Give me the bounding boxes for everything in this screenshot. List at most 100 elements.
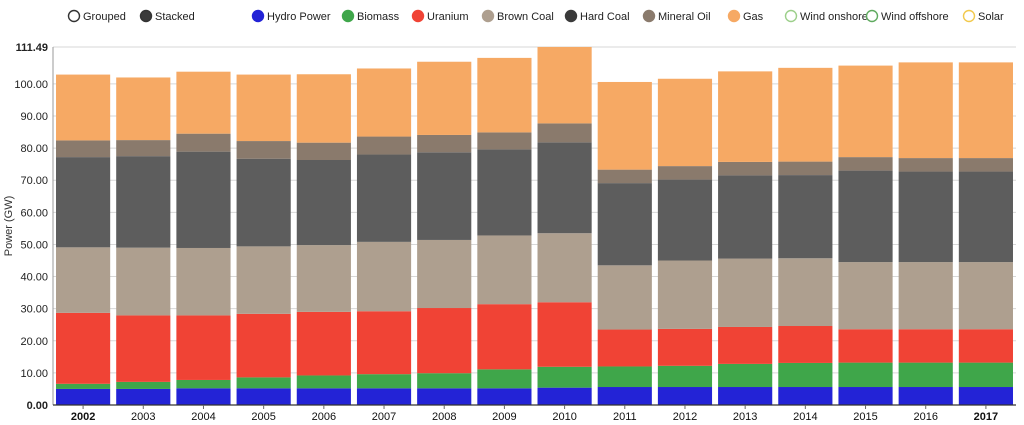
bar-segment[interactable]: [838, 387, 893, 405]
bar-segment[interactable]: [838, 65, 893, 158]
bar-segment[interactable]: [417, 152, 472, 240]
bar-segment[interactable]: [116, 77, 171, 141]
legend-swatch-icon[interactable]: [564, 9, 578, 23]
bar-segment[interactable]: [176, 379, 231, 389]
bar-segment[interactable]: [778, 362, 833, 388]
bar-segment[interactable]: [718, 258, 773, 327]
legend-label[interactable]: Uranium: [427, 11, 469, 23]
bar-segment[interactable]: [116, 388, 171, 405]
bar-segment[interactable]: [356, 154, 412, 242]
bar-segment[interactable]: [657, 166, 713, 180]
bar-segment[interactable]: [296, 311, 351, 376]
legend-swatch-icon[interactable]: [784, 9, 798, 23]
bar-segment[interactable]: [597, 169, 652, 184]
bar-segment[interactable]: [838, 170, 893, 263]
bar-segment[interactable]: [597, 183, 652, 266]
bar-segment[interactable]: [958, 362, 1013, 388]
bar-segment[interactable]: [657, 328, 713, 366]
bar-segment[interactable]: [718, 71, 773, 162]
bar-segment[interactable]: [477, 132, 532, 150]
bar-segment[interactable]: [537, 233, 592, 303]
legend-label[interactable]: Hard Coal: [580, 11, 630, 23]
bar-segment[interactable]: [537, 387, 592, 405]
bar-segment[interactable]: [176, 247, 231, 316]
legend-item[interactable]: Wind offshore: [865, 9, 949, 24]
bar-segment[interactable]: [537, 46, 592, 124]
bar-segment[interactable]: [838, 329, 893, 363]
bar-segment[interactable]: [356, 374, 412, 389]
bar-segment[interactable]: [838, 362, 893, 388]
bar-segment[interactable]: [56, 247, 111, 313]
bar-segment[interactable]: [537, 142, 592, 234]
stacked-label[interactable]: Stacked: [155, 11, 195, 23]
bar-segment[interactable]: [236, 377, 291, 389]
bar-segment[interactable]: [477, 388, 532, 405]
bar-segment[interactable]: [537, 123, 592, 143]
bar-segment[interactable]: [958, 171, 1013, 263]
bar-segment[interactable]: [657, 78, 713, 167]
bar-segment[interactable]: [176, 151, 231, 248]
bar-segment[interactable]: [236, 313, 291, 378]
bar-segment[interactable]: [718, 175, 773, 259]
legend-swatch-icon[interactable]: [481, 9, 495, 23]
legend-item[interactable]: Hydro Power: [251, 9, 331, 24]
bar-segment[interactable]: [597, 81, 652, 170]
bar-segment[interactable]: [898, 158, 953, 172]
bar-segment[interactable]: [537, 302, 592, 367]
bar-segment[interactable]: [718, 161, 773, 176]
bar-segment[interactable]: [116, 381, 171, 389]
bar-segment[interactable]: [116, 247, 171, 316]
legend-swatch-icon[interactable]: [341, 9, 355, 23]
legend-label[interactable]: Wind offshore: [881, 11, 949, 23]
bar-segment[interactable]: [417, 373, 472, 389]
bar-segment[interactable]: [116, 140, 171, 157]
bar-segment[interactable]: [356, 241, 412, 312]
legend-swatch-icon[interactable]: [727, 9, 741, 23]
bar-segment[interactable]: [236, 388, 291, 405]
legend-label[interactable]: Biomass: [357, 11, 400, 23]
bar-segment[interactable]: [778, 326, 833, 363]
bar-segment[interactable]: [597, 265, 652, 330]
bar-segment[interactable]: [417, 134, 472, 153]
bar-segment[interactable]: [236, 158, 291, 247]
bar-segment[interactable]: [898, 171, 953, 263]
bar-segment[interactable]: [56, 388, 111, 405]
bar-segment[interactable]: [838, 262, 893, 330]
bar-segment[interactable]: [597, 387, 652, 405]
bar-segment[interactable]: [898, 262, 953, 330]
bar-segment[interactable]: [718, 326, 773, 364]
bar-segment[interactable]: [898, 62, 953, 159]
bar-segment[interactable]: [477, 57, 532, 133]
legend-item[interactable]: Mineral Oil: [642, 9, 711, 24]
mode-toggle[interactable]: Grouped Stacked: [67, 9, 195, 24]
legend-item[interactable]: Uranium: [411, 9, 469, 24]
bar-segment[interactable]: [296, 159, 351, 246]
legend-label[interactable]: Hydro Power: [267, 11, 331, 23]
bar-segment[interactable]: [236, 74, 291, 142]
legend-item[interactable]: Brown Coal: [481, 9, 554, 24]
bar-segment[interactable]: [176, 133, 231, 152]
bar-segment[interactable]: [537, 366, 592, 388]
bar-segment[interactable]: [417, 388, 472, 405]
legend-label[interactable]: Mineral Oil: [658, 11, 711, 23]
legend-label[interactable]: Wind onshore: [800, 11, 868, 23]
bar-segment[interactable]: [958, 158, 1013, 172]
bar-segment[interactable]: [898, 362, 953, 388]
legend-item[interactable]: Solar: [962, 9, 1005, 24]
bar-segment[interactable]: [296, 388, 351, 405]
bar-segment[interactable]: [898, 387, 953, 405]
legend-label[interactable]: Gas: [743, 11, 764, 23]
stacked-radio-icon[interactable]: [139, 9, 153, 23]
legend-swatch-icon[interactable]: [642, 9, 656, 23]
bar-segment[interactable]: [898, 329, 953, 363]
bar-segment[interactable]: [778, 67, 833, 162]
bar-segment[interactable]: [56, 157, 111, 248]
bar-segment[interactable]: [296, 74, 351, 143]
bar-segment[interactable]: [778, 175, 833, 259]
bar-segment[interactable]: [838, 157, 893, 171]
bar-segment[interactable]: [718, 363, 773, 388]
bar-segment[interactable]: [236, 246, 291, 314]
legend-swatch-icon[interactable]: [962, 9, 976, 23]
bar-segment[interactable]: [657, 387, 713, 405]
bar-segment[interactable]: [958, 262, 1013, 330]
